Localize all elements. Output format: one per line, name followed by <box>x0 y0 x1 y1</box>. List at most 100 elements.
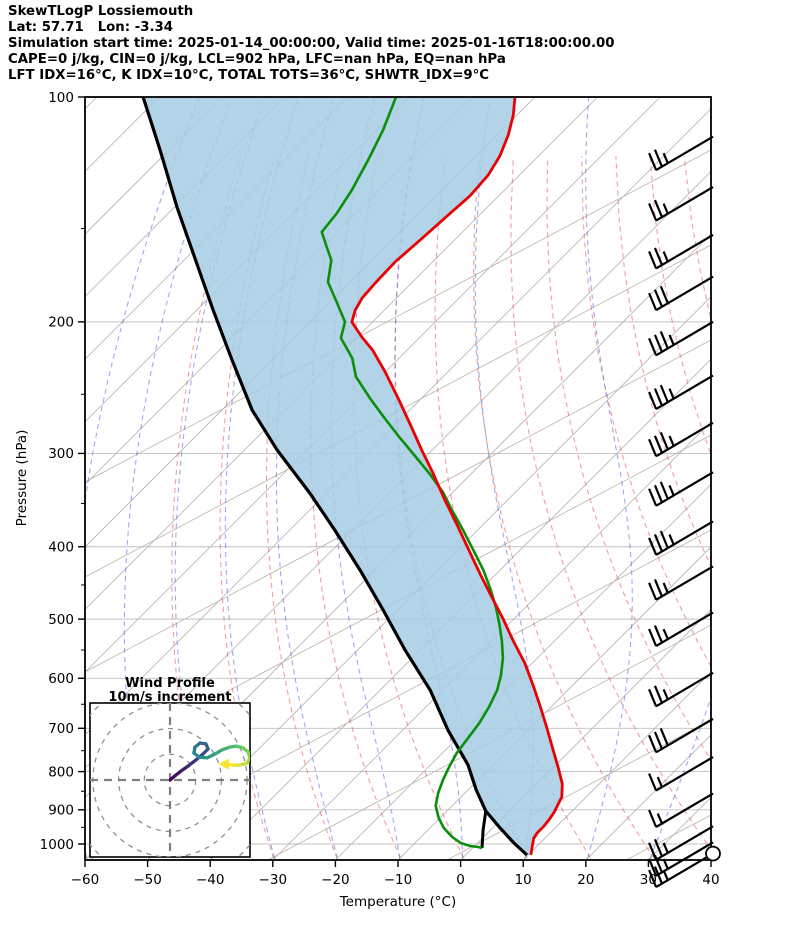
barb-half-feather <box>662 582 669 594</box>
dry-adiabat-line <box>310 155 402 859</box>
barb-feather <box>653 685 663 704</box>
isotherm-line <box>85 97 661 673</box>
barb-feather <box>659 285 669 304</box>
x-axis-label: Temperature (°C) <box>339 894 457 910</box>
barb-feather <box>648 809 658 828</box>
y-tick-label: 700 <box>48 721 74 737</box>
dry-adiabat-line <box>171 155 241 859</box>
isotherm-line <box>585 734 711 860</box>
barb-staff <box>655 234 714 270</box>
barb-staff <box>655 792 714 828</box>
wind-barb <box>648 671 714 708</box>
x-tick-label: 40 <box>702 872 719 888</box>
isotherm-line <box>85 97 598 611</box>
barb-feather <box>659 384 669 403</box>
station-coordinates: Lat: 57.71 Lon: -3.34 <box>8 20 174 35</box>
hodograph-trace-segment <box>186 758 198 768</box>
barb-half-feather <box>662 688 669 700</box>
figure-header: SkewTLogP Lossiemouth Lat: 57.71 Lon: -3… <box>8 4 615 84</box>
barb-staff <box>655 671 714 708</box>
wind-barb <box>648 234 714 270</box>
barb-half-feather <box>668 388 675 400</box>
barb-feather <box>659 481 669 500</box>
x-tick-label: −30 <box>259 872 288 888</box>
barb-staff <box>655 421 714 458</box>
hodograph-arrow-head <box>218 758 230 770</box>
dry-adiabat-line <box>510 156 711 851</box>
y-tick-label: 100 <box>48 90 74 106</box>
y-axis-label: Pressure (hPa) <box>14 430 30 527</box>
parcel-profile-line <box>141 97 529 857</box>
dry-adiabat-line <box>219 155 275 859</box>
barb-staff <box>655 374 714 410</box>
barb-staff <box>655 320 714 357</box>
isotherm-line <box>460 609 711 860</box>
dry-adiabat-line <box>787 156 794 858</box>
barb-feather <box>648 773 658 791</box>
barb-feather <box>648 582 658 601</box>
cin-area <box>143 97 563 855</box>
dry-adiabat-line <box>546 156 711 761</box>
barb-feather <box>653 731 663 750</box>
stability-indices-1: CAPE=0 j/kg, CIN=0 j/kg, LCL=902 hPa, LF… <box>8 52 506 67</box>
dewpoint-profile-line <box>320 97 505 850</box>
simulation-times: Simulation start time: 2025-01-14_00:00:… <box>8 36 615 51</box>
isotherm-line <box>147 296 711 860</box>
moist-adiabat-line <box>649 696 711 859</box>
barb-feather <box>653 625 663 643</box>
y-tick-label: 200 <box>48 315 74 331</box>
barb-feather <box>653 247 663 266</box>
x-tick-label: 0 <box>456 872 465 888</box>
figure-title: SkewTLogP Lossiemouth <box>8 4 194 19</box>
barb-feather <box>648 488 658 507</box>
wind-barb <box>648 792 714 828</box>
barb-staff <box>655 841 714 877</box>
barb-feather <box>653 334 663 353</box>
barb-feather <box>648 688 658 707</box>
wind-barb <box>648 135 714 172</box>
sounding-profiles <box>141 97 564 857</box>
barb-feather <box>653 388 663 406</box>
x-tick-label: −20 <box>321 872 350 888</box>
barb-staff <box>655 565 714 601</box>
wind-barb <box>648 320 714 357</box>
barb-feather <box>648 869 658 888</box>
moist-adiabat-line <box>224 97 300 859</box>
barb-feather <box>659 431 669 450</box>
barb-half-feather <box>656 813 663 824</box>
wind-barb <box>648 611 714 647</box>
secondary-grid-line <box>267 624 711 860</box>
barb-feather <box>653 199 663 218</box>
barb-feather <box>648 203 658 221</box>
x-tick-label: −40 <box>196 872 225 888</box>
y-tick-label: 800 <box>48 764 74 780</box>
moist-adiabat-line <box>713 97 794 858</box>
wind-barb <box>648 275 714 312</box>
y-tick-label: 600 <box>48 671 74 687</box>
y-tick-label: 300 <box>48 446 74 462</box>
y-tick-label: 400 <box>48 540 74 556</box>
barb-feather <box>653 854 663 873</box>
x-tick-label: 20 <box>577 872 594 888</box>
barb-feather <box>653 149 663 168</box>
hodograph-content <box>90 703 250 857</box>
moist-adiabat-line <box>585 97 633 859</box>
barb-half-feather <box>662 152 669 164</box>
barb-feather <box>653 484 663 503</box>
barb-half-feather <box>662 869 669 881</box>
barb-feather <box>648 628 658 647</box>
barb-half-feather <box>662 251 669 262</box>
barb-half-feather <box>662 858 669 870</box>
dry-adiabat-line <box>753 156 794 858</box>
barb-staff <box>655 275 714 312</box>
barb-staff <box>655 135 714 172</box>
wind-barb <box>648 825 714 861</box>
hodograph-subtitle: 10m/s increment <box>108 690 231 705</box>
barb-half-feather <box>668 484 675 496</box>
x-tick-label: 10 <box>515 872 532 888</box>
mixing-ratio-branch-line <box>480 810 488 849</box>
barb-half-feather <box>656 776 663 788</box>
wind-barb <box>648 565 714 601</box>
